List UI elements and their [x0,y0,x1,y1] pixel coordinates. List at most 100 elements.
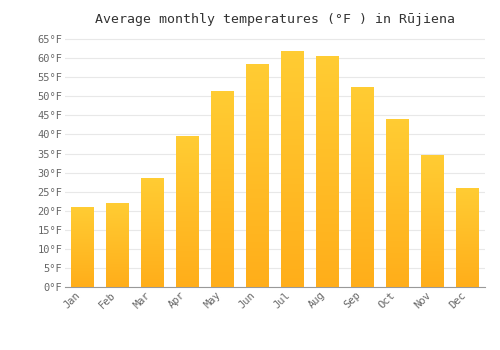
Bar [456,231,479,232]
Bar [386,203,409,205]
Bar [351,212,374,215]
Bar [211,174,234,176]
Bar [176,157,199,159]
Bar [141,238,164,239]
Bar [421,183,444,185]
Bar [106,269,129,270]
Bar [316,198,339,201]
Bar [211,115,234,118]
Bar [316,97,339,99]
Bar [351,152,374,154]
Bar [351,217,374,219]
Bar [176,261,199,262]
Bar [176,247,199,249]
Bar [316,275,339,278]
Bar [71,269,94,270]
Bar [421,191,444,193]
Bar [246,203,269,206]
Bar [176,216,199,217]
Bar [281,154,304,157]
Bar [106,286,129,287]
Bar [456,247,479,248]
Bar [141,218,164,219]
Bar [316,157,339,160]
Bar [141,286,164,287]
Bar [71,255,94,256]
Bar [456,277,479,278]
Bar [456,206,479,208]
Bar [421,203,444,205]
Bar [281,210,304,213]
Bar [456,283,479,285]
Bar [281,139,304,142]
Bar [351,197,374,199]
Bar [141,283,164,284]
Bar [211,189,234,191]
Bar [246,136,269,139]
Bar [176,174,199,176]
Bar [176,189,199,191]
Bar [71,235,94,236]
Bar [246,103,269,106]
Bar [211,105,234,108]
Bar [246,226,269,229]
Bar [386,228,409,230]
Bar [176,198,199,201]
Bar [316,215,339,218]
Bar [281,195,304,198]
Bar [351,257,374,259]
Bar [211,93,234,96]
Bar [211,198,234,201]
Bar [316,117,339,120]
Bar [246,181,269,184]
Bar [456,282,479,283]
Bar [281,189,304,193]
Bar [246,195,269,198]
Bar [176,240,199,242]
Bar [456,224,479,225]
Bar [71,220,94,221]
Bar [281,231,304,234]
Bar [176,136,199,138]
Bar [386,134,409,136]
Bar [456,267,479,268]
Bar [316,91,339,94]
Bar [421,249,444,251]
Bar [211,113,234,115]
Bar [141,272,164,273]
Bar [246,270,269,273]
Bar [386,161,409,163]
Bar [351,194,374,197]
Bar [246,117,269,120]
Bar [246,198,269,201]
Bar [246,80,269,83]
Bar [281,178,304,181]
Bar [176,193,199,195]
Bar [316,71,339,74]
Bar [316,175,339,177]
Bar [176,152,199,153]
Bar [316,154,339,157]
Bar [281,275,304,278]
Bar [71,273,94,274]
Bar [316,99,339,103]
Bar [106,222,129,223]
Bar [456,244,479,245]
Bar [456,248,479,250]
Bar [106,267,129,268]
Bar [71,270,94,271]
Bar [106,205,129,206]
Bar [281,258,304,260]
Bar [211,132,234,135]
Bar [246,201,269,203]
Bar [386,260,409,262]
Bar [386,205,409,207]
Bar [141,247,164,249]
Bar [141,207,164,208]
Bar [106,263,129,264]
Bar [141,227,164,229]
Bar [281,266,304,269]
Bar [141,252,164,253]
Bar [106,233,129,235]
Bar [456,275,479,276]
